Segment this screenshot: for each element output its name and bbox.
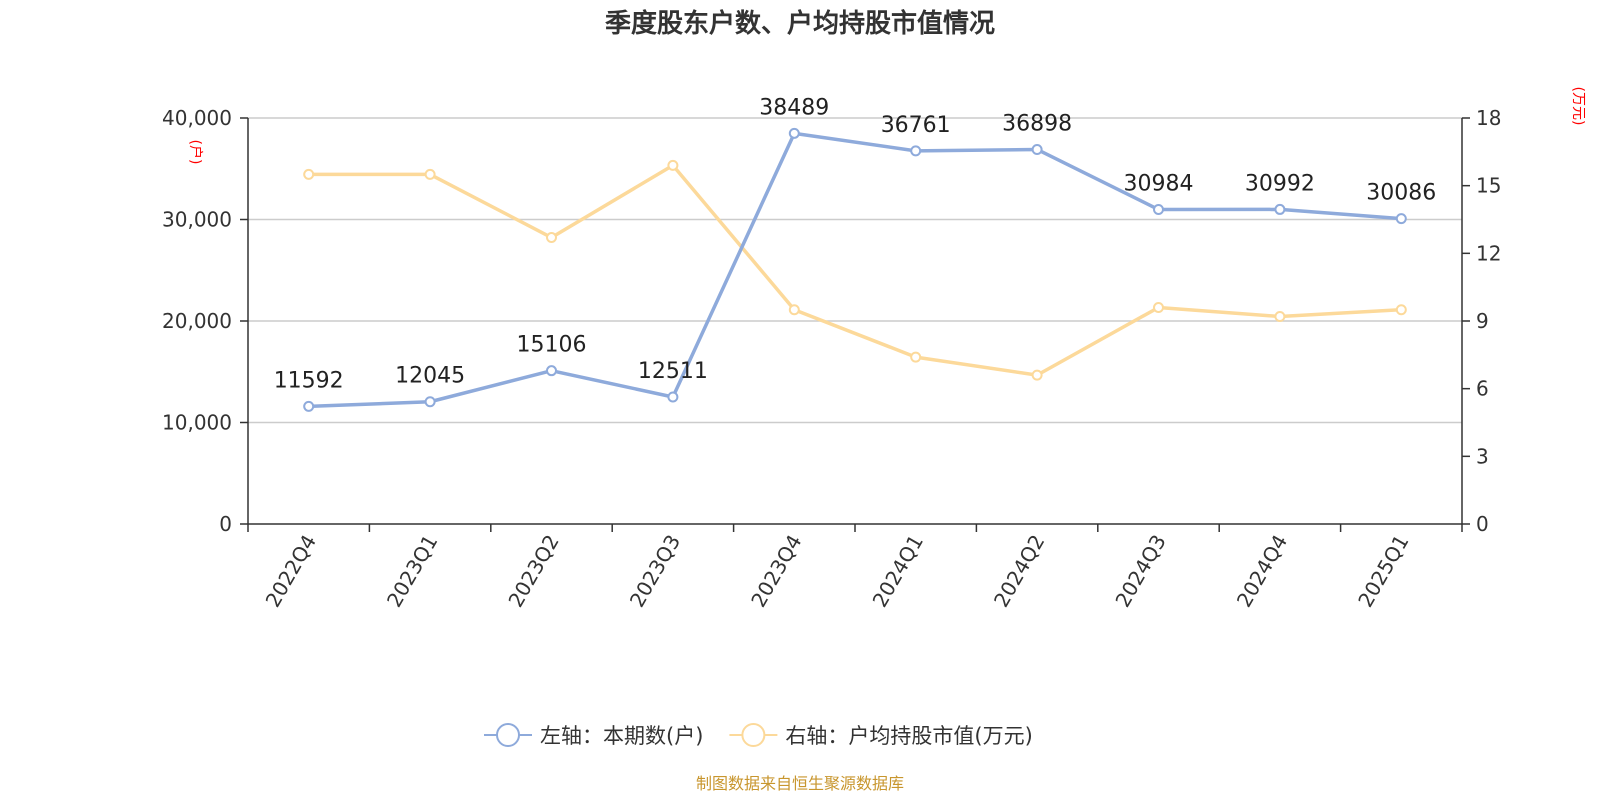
series-point-left	[788, 127, 800, 139]
series-point-right	[1153, 301, 1164, 313]
left-axis-tick-label: 20,000	[162, 309, 232, 333]
legend: 左轴：本期数(户) 右轴：户均持股市值(万元)	[484, 723, 1033, 748]
left-axis-tick-label: 30,000	[162, 208, 232, 232]
series-point-right	[788, 304, 800, 316]
legend-item: 左轴：本期数(户)	[484, 723, 703, 748]
series-point-right	[546, 232, 557, 244]
legend-marker	[741, 723, 766, 747]
series-point-right	[667, 159, 679, 171]
series-point-right	[303, 168, 315, 180]
data-label: 12511	[638, 359, 708, 384]
right-axis-tick-label: 3	[1476, 444, 1489, 468]
x-axis-tick-label: 2024Q4	[1232, 531, 1292, 612]
data-label: 30086	[1366, 181, 1436, 206]
x-axis-tick-label: 2023Q1	[382, 531, 442, 612]
data-label: 36761	[881, 113, 951, 138]
data-label: 12045	[395, 364, 465, 389]
x-axis-tick-label: 2025Q1	[1353, 531, 1413, 612]
legend-marker	[496, 723, 520, 747]
series-point-left	[424, 396, 436, 408]
series-lines	[303, 127, 1407, 412]
left-axis-tick-label: 10,000	[162, 411, 232, 435]
series-point-right	[1031, 369, 1043, 381]
series-point-right	[424, 168, 436, 180]
series-point-left	[1274, 203, 1286, 215]
legend-label: 左轴：本期数(户)	[540, 724, 703, 748]
data-labels: 11592 12045 15106 12511 38489 36761 36898 30984…	[274, 95, 1437, 393]
series-point-right	[1274, 310, 1286, 322]
data-label: 36898	[1002, 111, 1072, 136]
left-axis-unit: (户)	[187, 140, 204, 165]
legend-item: 右轴：户均持股市值(万元)	[729, 723, 1033, 748]
legend-label: 右轴：户均持股市值(万元)	[785, 724, 1032, 748]
right-axis-unit: (万元)	[1570, 87, 1586, 126]
series-point-left	[667, 391, 679, 403]
grid-lines	[248, 117, 1462, 424]
series-line-right	[306, 163, 1404, 377]
right-axis-tick-label: 9	[1476, 309, 1489, 333]
series-point-left	[1031, 143, 1043, 155]
series-point-left	[910, 145, 922, 157]
data-label: 30992	[1245, 171, 1315, 196]
right-axis-tick-label: 15	[1476, 174, 1501, 198]
x-axis-tick-label: 2022Q4	[261, 531, 321, 612]
x-axis-tick-label: 2024Q3	[1110, 531, 1170, 612]
right-axis-tick-label: 18	[1476, 106, 1501, 130]
series-point-left	[1153, 204, 1164, 216]
left-axis-tick-label: 0	[219, 512, 232, 536]
x-axis-tick-label: 2023Q3	[625, 531, 685, 612]
series-point-right	[910, 351, 922, 363]
x-axis-tick-label: 2024Q1	[868, 531, 928, 612]
source-note: 制图数据来自恒生聚源数据库	[696, 774, 904, 793]
data-label: 30984	[1124, 172, 1194, 197]
right-axis-tick-label: 0	[1476, 512, 1489, 536]
data-label: 15106	[517, 333, 587, 358]
series-point-left	[303, 400, 315, 412]
x-axis-tick-label: 2023Q2	[503, 531, 563, 612]
left-axis-tick-label: 40,000	[162, 106, 232, 130]
x-axis-tick-label: 2024Q2	[989, 531, 1049, 612]
right-axis-tick-label: 6	[1476, 377, 1489, 401]
series-point-left	[1395, 213, 1407, 225]
right-axis-tick-label: 12	[1476, 241, 1501, 265]
chart-title: 季度股东户数、户均持股市值情况	[605, 8, 995, 39]
data-label: 11592	[274, 368, 344, 393]
data-label: 38489	[759, 95, 829, 120]
series-point-left	[546, 365, 557, 377]
x-axis-tick-label: 2023Q4	[746, 531, 806, 612]
series-point-right	[1395, 304, 1407, 316]
series-line-left	[306, 131, 1404, 409]
